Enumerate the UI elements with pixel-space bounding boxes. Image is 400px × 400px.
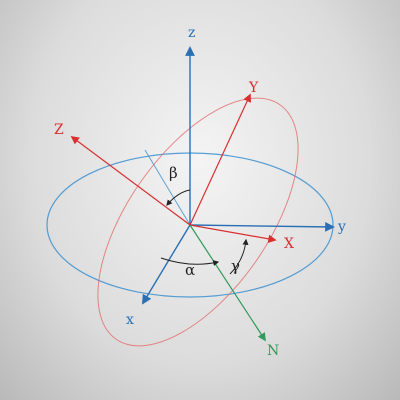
rotated-Z-label: Z [54,122,64,138]
rotated-X-label: X [284,236,294,252]
fixed-x-axis [141,224,191,305]
fixed-y-label: y [337,219,346,235]
alpha-angle-arc [160,257,220,266]
fixed-x-label: x [126,312,134,328]
beta-label: β [169,164,178,182]
rotated-Y-axis [189,93,251,226]
fixed-y-axis [189,221,335,232]
gamma-label: γ [231,257,240,275]
rotated-Y-label: Y [248,80,259,96]
rotated-plane-circle [97,97,299,347]
rotated-Z-axis [70,135,191,226]
beta-reference-line [144,149,191,226]
beta-angle-arc [166,189,191,206]
fixed-z-label: z [188,25,195,41]
rotated-X-axis [189,224,277,243]
line-of-nodes [189,224,266,342]
gamma-angle-arc [229,238,249,275]
nodes-N-label: N [267,343,279,359]
alpha-label: α [185,261,195,279]
